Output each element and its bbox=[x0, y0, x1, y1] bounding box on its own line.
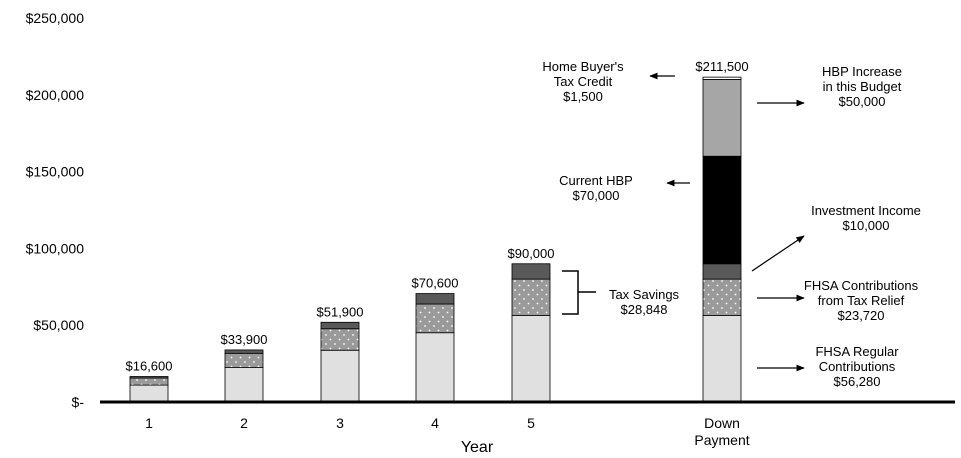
annotation-hbp-increase: $50,000 bbox=[839, 94, 886, 109]
bar-segment bbox=[320, 321, 360, 330]
bar-segment bbox=[702, 155, 742, 265]
total-labels: $16,600 $33,900 $51,900 $70,600 $90,000 $211,… bbox=[126, 59, 749, 373]
total-label: $70,600 bbox=[412, 276, 459, 291]
x-tick-label: 2 bbox=[240, 415, 248, 431]
bracket-tax-savings bbox=[562, 270, 596, 315]
total-label: $16,600 bbox=[126, 359, 173, 374]
bar-segment bbox=[415, 293, 455, 305]
bar-segment bbox=[320, 328, 360, 351]
annotation-fhsa-tax-relief: FHSA Contributions bbox=[804, 278, 919, 293]
annotation-investment-income: Investment Income bbox=[811, 203, 921, 218]
x-tick-label: 4 bbox=[431, 415, 439, 431]
y-tick-label: $- bbox=[72, 394, 85, 410]
annotation-current-hbp: $70,000 bbox=[573, 188, 620, 203]
y-tick-label: $250,000 bbox=[26, 10, 85, 26]
annotation-fhsa-regular: FHSA Regular bbox=[815, 344, 899, 359]
x-tick-label: 1 bbox=[145, 415, 153, 431]
bar-segment bbox=[702, 79, 742, 157]
total-label: $211,500 bbox=[695, 59, 748, 74]
annotation-fhsa-regular: Contributions bbox=[819, 359, 896, 374]
bar-segment bbox=[129, 377, 169, 386]
bar-segment bbox=[702, 278, 742, 316]
annotation-tax-credit: $1,500 bbox=[563, 89, 603, 104]
y-tick-label: $50,000 bbox=[33, 317, 84, 333]
bar-segment bbox=[511, 278, 551, 316]
total-label: $33,900 bbox=[221, 332, 268, 347]
y-axis: $- $50,000 $100,000 $150,000 $200,000 $250,00… bbox=[26, 10, 85, 410]
annotation-fhsa-tax-relief: $23,720 bbox=[838, 308, 885, 323]
bar-segment bbox=[224, 352, 264, 368]
bar-segment bbox=[320, 349, 360, 403]
annotation-current-hbp: Current HBP bbox=[559, 173, 633, 188]
bar-segment bbox=[129, 384, 169, 403]
y-tick-label: $150,000 bbox=[26, 164, 85, 180]
annotation-tax-savings: Tax Savings bbox=[609, 287, 680, 302]
annotation-hbp-increase: HBP Increase bbox=[822, 64, 902, 79]
annotation-fhsa-tax-relief: from Tax Relief bbox=[818, 293, 905, 308]
annotation-fhsa-regular: $56,280 bbox=[834, 374, 881, 389]
x-tick-label: 5 bbox=[527, 415, 535, 431]
total-label: $51,900 bbox=[317, 304, 364, 319]
x-tick-label: Down bbox=[704, 415, 740, 431]
x-tick-label: Payment bbox=[694, 432, 749, 448]
total-label: $90,000 bbox=[508, 246, 555, 261]
y-tick-label: $100,000 bbox=[26, 240, 85, 256]
bar-segment bbox=[702, 263, 742, 280]
bar-segment bbox=[511, 315, 551, 403]
bars bbox=[129, 76, 742, 403]
bar-segment bbox=[129, 376, 169, 379]
bar-segment bbox=[702, 76, 742, 80]
bar-segment bbox=[224, 349, 264, 354]
annotation-hbp-increase: in this Budget bbox=[823, 79, 902, 94]
annotation-tax-credit: Home Buyer's bbox=[542, 59, 624, 74]
annotation-tax-savings: $28,848 bbox=[621, 302, 668, 317]
x-axis-title: Year bbox=[461, 439, 494, 456]
bar-segment bbox=[511, 263, 551, 280]
arrow-investment-income bbox=[751, 235, 805, 272]
bar-segment bbox=[224, 367, 264, 403]
bar-segment bbox=[702, 315, 742, 403]
bar-segment bbox=[415, 332, 455, 403]
bar-segment bbox=[415, 303, 455, 334]
y-tick-label: $200,000 bbox=[26, 87, 85, 103]
annotation-investment-income: $10,000 bbox=[843, 218, 890, 233]
x-tick-label: 3 bbox=[336, 415, 344, 431]
annotation-tax-credit: Tax Credit bbox=[554, 74, 613, 89]
